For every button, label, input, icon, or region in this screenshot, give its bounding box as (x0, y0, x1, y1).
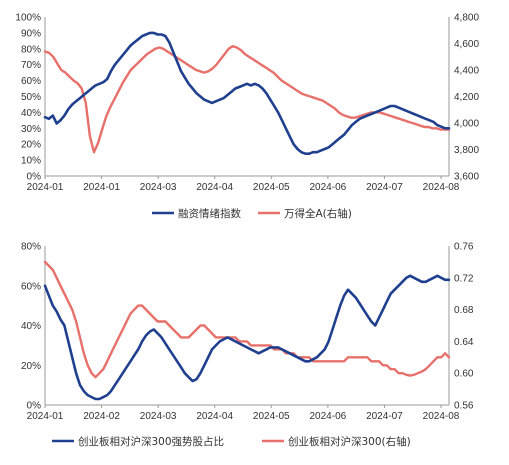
bottom-x-tick-label: 2024-03 (140, 411, 177, 422)
top-left-tick-label: 40% (21, 108, 41, 119)
top-series-line-navy (43, 31, 451, 155)
top-x-tick-label: 2024-01 (27, 182, 64, 193)
bottom-left-tick-label: 60% (21, 281, 41, 292)
bottom-series-line-navy (43, 274, 451, 401)
top-left-tick-label: 70% (21, 60, 41, 71)
bottom-x-tick-label: 2024-04 (196, 411, 233, 422)
top-left-tick-label: 50% (21, 92, 41, 103)
bottom-left-tick-label: 0% (27, 401, 42, 412)
top-x-tick-label: 2024-05 (253, 182, 290, 193)
bottom-legend-label: 创业板相对沪深300(右轴) (288, 435, 411, 448)
chart-top: 0% 10% 20% 30% 40% 50% 60% 70% 80% 90% 100% 3,600 3,… (15, 13, 479, 221)
top-left-tick-label: 60% (21, 76, 41, 87)
bottom-x-tick-label: 2024-06 (310, 411, 347, 422)
top-left-tick-label: 30% (21, 124, 41, 135)
top-right-tick-label: 4,000 (454, 119, 479, 130)
bottom-left-tick-label: 20% (21, 361, 41, 372)
top-x-tick-label: 2024-04 (196, 182, 233, 193)
top-right-tick-label: 3,600 (454, 172, 479, 183)
top-left-tick-label: 90% (21, 28, 41, 39)
top-x-tick-label: 2024-08 (423, 182, 460, 193)
bottom-x-tick-label: 2024-07 (366, 411, 403, 422)
top-left-tick-label: 100% (15, 13, 41, 24)
top-right-tick-label: 3,800 (454, 145, 479, 156)
top-right-tick-label: 4,600 (454, 39, 479, 50)
bottom-legend-label: 创业板相对沪深300强势股占比 (78, 435, 224, 448)
bottom-right-tick-label: 0.56 (454, 401, 474, 412)
bottom-right-tick-label: 0.68 (454, 305, 474, 316)
top-legend-label: 万得全A(右轴) (284, 207, 352, 220)
top-left-tick-label: 10% (21, 156, 41, 167)
bottom-x-tick-label: 2024-02 (83, 411, 120, 422)
top-series-line-salmon (43, 45, 451, 154)
bottom-series-line-salmon (43, 260, 451, 379)
chart-bottom: 0% 20% 40% 60% 80% 0.56 0.60 0.64 0.68 0.72 0.76 20… (21, 242, 474, 449)
bottom-left-tick-label: 80% (21, 242, 41, 253)
bottom-right-tick-label: 0.76 (454, 242, 474, 253)
bottom-x-tick-label: 2024-08 (423, 411, 460, 422)
top-right-tick-label: 4,400 (454, 66, 479, 77)
bottom-right-tick-label: 0.64 (454, 337, 474, 348)
bottom-right-tick-label: 0.72 (454, 273, 474, 284)
top-right-tick-label: 4,200 (454, 92, 479, 103)
top-left-tick-label: 20% (21, 140, 41, 151)
bottom-right-tick-label: 0.60 (454, 369, 474, 380)
top-x-tick-label: 2024-07 (366, 182, 403, 193)
top-legend-label: 融资情绪指数 (178, 207, 241, 220)
top-x-tick-label: 2024-06 (310, 182, 347, 193)
top-right-tick-label: 4,800 (454, 13, 479, 24)
bottom-left-tick-label: 40% (21, 321, 41, 332)
top-x-tick-label: 2024-01 (83, 182, 120, 193)
top-left-tick-label: 0% (27, 172, 42, 183)
top-left-tick-label: 80% (21, 44, 41, 55)
top-x-tick-label: 2024-03 (140, 182, 177, 193)
bottom-x-tick-label: 2024-05 (253, 411, 290, 422)
bottom-x-tick-label: 2024-01 (27, 411, 64, 422)
